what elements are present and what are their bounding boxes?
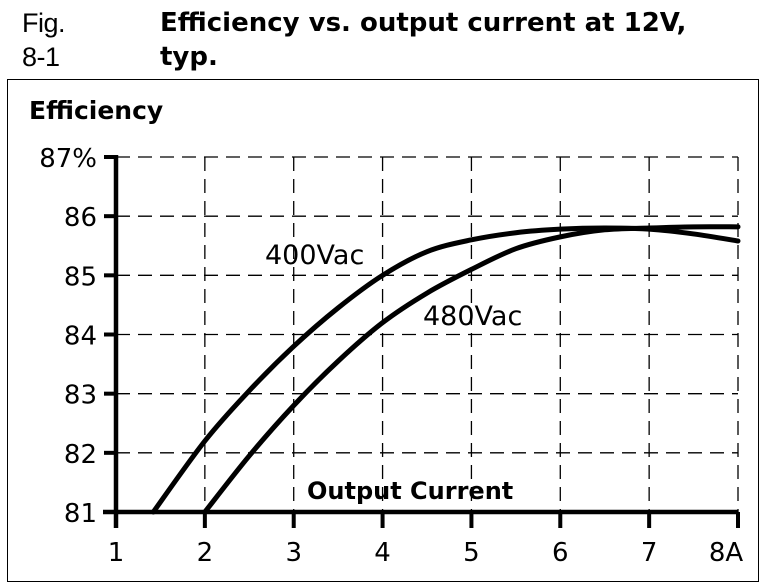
x-tick-label: 2 (197, 538, 214, 568)
chart-frame (7, 79, 759, 582)
axis-labels: 81 82 83 84 85 86 87% 1 2 3 4 5 6 7 8A Efficiency Output… (29, 96, 743, 568)
y-tick-label: 81 (64, 499, 97, 529)
figure-title: Efficiency vs. output current at 12V, ty… (160, 6, 760, 74)
axes (103, 155, 740, 528)
grid-lines (116, 156, 739, 512)
figure-title-line1: Efficiency vs. output current at 12V, (160, 8, 687, 38)
figure-number: Fig. 8-1 (22, 8, 66, 72)
y-tick-label: 85 (64, 262, 97, 292)
x-tick-label: 5 (463, 538, 480, 568)
x-tick-label: 1 (108, 538, 125, 568)
x-tick-label: 3 (285, 538, 302, 568)
data-series (150, 224, 741, 515)
curve-480vac (202, 224, 741, 515)
y-tick-label: 87% (39, 144, 97, 174)
y-tick-label: 86 (64, 203, 97, 233)
x-tick-label: 4 (374, 538, 391, 568)
series-label-400vac: 400Vac (265, 240, 364, 271)
x-tick-label: 7 (641, 538, 658, 568)
x-tick-label: 6 (552, 538, 569, 568)
y-tick-label: 83 (64, 381, 97, 411)
figure-title-line2: typ. (160, 42, 218, 72)
x-axis-title: Output Current (307, 477, 513, 505)
x-tick-label: 8A (709, 538, 744, 568)
y-tick-label: 84 (64, 322, 97, 352)
y-tick-label: 82 (64, 440, 97, 470)
series-label-480vac: 480Vac (423, 301, 522, 332)
y-axis-title: Efficiency (29, 96, 163, 125)
